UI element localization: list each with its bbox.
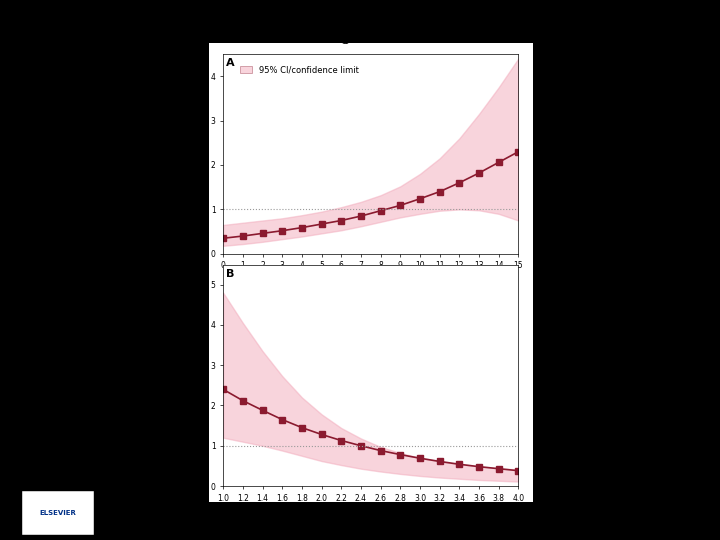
X-axis label: Caregiver FAD effectiveness assessment score: Caregiver FAD effectiveness assessment s…	[272, 508, 469, 517]
Y-axis label: Hazard ratio for family therapy vs age-related treatment (as best): Hazard ratio for family therapy vs age-r…	[196, 237, 205, 514]
Text: Figure 3: Figure 3	[324, 27, 396, 44]
Text: A: A	[226, 58, 235, 68]
Text: B: B	[226, 269, 235, 279]
Text: ELSEVIER: ELSEVIER	[39, 510, 76, 516]
Text: The Lancet Psychiatry 2018 5, 203-216DOI: (10.1016/S2215-0366(18)30058-0): The Lancet Psychiatry 2018 5, 203-216DOI…	[101, 508, 347, 512]
Text: Copyright © 2018 The Author(s). Published by Elsevier Ltd. This is an Open Acces: Copyright © 2018 The Author(s). Publishe…	[101, 518, 427, 524]
Text: BY 4.0 license Terms and Conditions: BY 4.0 license Terms and Conditions	[101, 529, 215, 534]
X-axis label: Young person KU emotional score: Young person KU emotional score	[300, 276, 441, 285]
Legend: 95% CI/confidence limit: 95% CI/confidence limit	[236, 62, 362, 78]
Y-axis label: Hazard ratio for family therapy vs no treatment (as best): Hazard ratio for family therapy vs no tr…	[196, 34, 205, 274]
